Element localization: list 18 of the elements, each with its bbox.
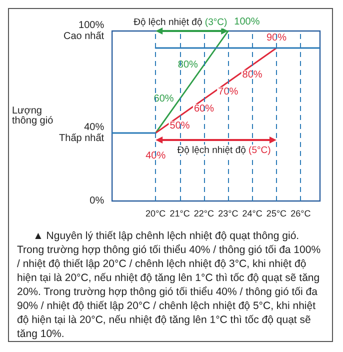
y-tick-label: 100% Cao nhất	[63, 20, 104, 42]
text: ▲ Nguyên lý thiết lập chênh lệch nhiệt độ quạt thông gió. Trong trường hợp thông gió tối thiểu 40% / thông gió tối đa 100% / nhiệt độ thiết lập 20°C / chênh lệch nhiệt độ 3°C, khi nhiệt độ hiện tại là 20°C, nếu nhiệt độ tăng lên 1°C thì tốc độ quạt sẽ tăng 20%. Trong trường hợp thông gió tối thiểu 40% / thông gió tối đa 90% / nhiệt độ thiết lập 20°C / chênh lệch nhiệt độ 5°C, khi nhiệt độ hiện tại là 20°C, nếu nhiệt độ tăng lên 1°C thì tốc độ quạt sẽ tăng 10%.	[16, 229, 322, 341]
x-tick-label: 20°C	[146, 208, 166, 218]
x-tick-label: 22°C	[194, 208, 215, 218]
x-tick-label: 25°C	[266, 208, 288, 218]
data-label: 100%	[234, 16, 260, 28]
text: Độ lệch nhiệt độ (3°C)	[134, 17, 228, 28]
annotation: Độ lệch nhiệt độ (5°C)	[177, 145, 271, 156]
y-tick-label: 40% Thấp nhất	[59, 122, 104, 144]
x-tick-label: 26°C	[290, 208, 312, 218]
line-series	[154, 47, 278, 134]
x-tick-label: 23°C	[218, 208, 239, 218]
x-tick-label: 21°C	[170, 208, 190, 218]
data-label: 60%	[194, 104, 214, 114]
x-tick-label: 24°C	[242, 208, 263, 218]
data-label: 80%	[178, 60, 198, 70]
y-tick-label: 0%	[90, 196, 104, 206]
y-axis-title: Lượng thông gió	[12, 106, 54, 126]
